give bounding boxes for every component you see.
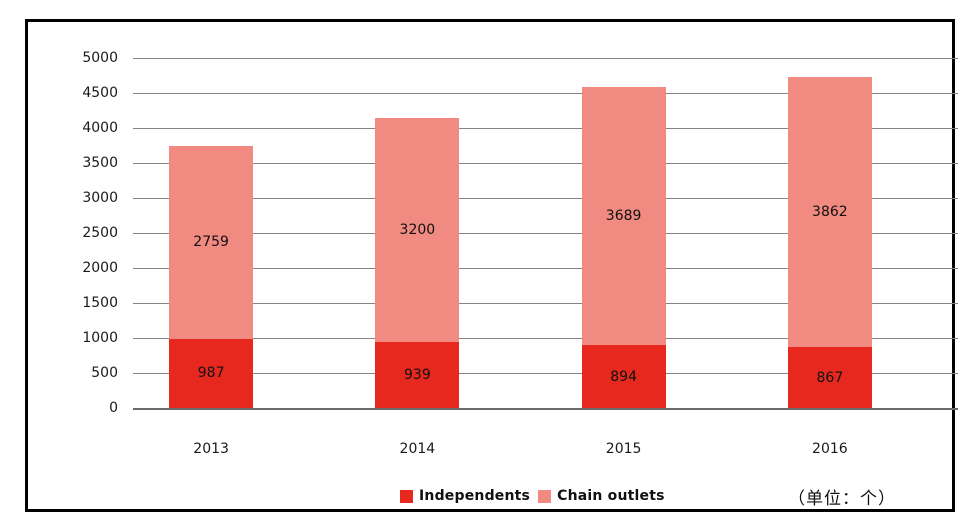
y-tick-label: 1500 xyxy=(82,295,118,311)
gridline xyxy=(133,58,958,59)
y-axis-labels: 0 500 1000 1500 2000 2500 3000 3500 4000 4500 5000 xyxy=(28,22,952,509)
gridline xyxy=(133,93,958,94)
y-tick-label: 5000 xyxy=(82,50,118,66)
y-tick-label: 4500 xyxy=(82,85,118,101)
bar-value-label: 3689 xyxy=(605,208,642,225)
bar-value-label: 2759 xyxy=(193,234,229,251)
legend-label: Chain outlets xyxy=(557,488,665,504)
bar-value-label: 894 xyxy=(610,368,637,385)
bar-value-label: 939 xyxy=(404,367,431,384)
gridlines-layer xyxy=(28,22,958,509)
bar-segment-independents-2013: 987 xyxy=(169,338,254,408)
bar-value-label: 987 xyxy=(197,365,225,382)
x-tick-label: 2015 xyxy=(605,441,642,457)
y-tick-label: 2500 xyxy=(82,225,118,241)
y-tick-label: 4000 xyxy=(82,120,118,136)
unit-label: （单位：个） xyxy=(788,489,896,509)
x-axis-line xyxy=(133,408,958,410)
legend: Independents Chain outlets xyxy=(400,488,665,504)
x-axis-labels: 2013 2014 2015 2016 xyxy=(28,22,952,509)
bar-segment-independents-2014: 939 xyxy=(375,342,460,408)
bars-layer: 987 2759 939 3200 894 3689 867 3862 xyxy=(28,22,952,509)
gridline xyxy=(133,338,958,339)
bar-segment-chain-outlets-2016: 3862 xyxy=(787,76,872,348)
gridline xyxy=(133,163,958,164)
gridline xyxy=(133,373,958,374)
y-tick-label: 3000 xyxy=(82,190,118,206)
y-tick-label: 0 xyxy=(109,400,118,416)
chart-frame: 0 500 1000 1500 2000 2500 3000 3500 4000 4500 5000… xyxy=(25,19,958,512)
bar-segment-chain-outlets-2014: 3200 xyxy=(375,118,460,343)
gridline xyxy=(133,303,958,304)
bar-segment-chain-outlets-2013: 2759 xyxy=(169,145,254,339)
gridline xyxy=(133,198,958,199)
y-tick-label: 2000 xyxy=(82,260,118,276)
bar-value-label: 3862 xyxy=(812,204,848,221)
x-tick-label: 2014 xyxy=(399,441,436,457)
bar-segment-independents-2016: 867 xyxy=(787,347,872,408)
legend-label: Independents xyxy=(419,488,531,504)
gridline xyxy=(133,268,958,269)
bar-segment-chain-outlets-2015: 3689 xyxy=(581,87,666,346)
gridline xyxy=(133,233,958,234)
legend-swatch xyxy=(400,489,413,503)
bar-value-label: 867 xyxy=(816,369,844,386)
legend-item-independents: Independents xyxy=(400,488,530,504)
gridline xyxy=(133,128,958,129)
bar-value-label: 3200 xyxy=(399,222,436,239)
legend-swatch xyxy=(538,489,552,503)
x-tick-label: 2016 xyxy=(812,441,848,457)
bar-segment-independents-2015: 894 xyxy=(581,345,666,408)
y-tick-label: 500 xyxy=(91,365,118,381)
y-tick-label: 3500 xyxy=(82,155,118,171)
y-tick-label: 1000 xyxy=(82,330,118,346)
legend-item-chain-outlets: Chain outlets xyxy=(538,488,665,504)
x-tick-label: 2013 xyxy=(193,441,229,457)
